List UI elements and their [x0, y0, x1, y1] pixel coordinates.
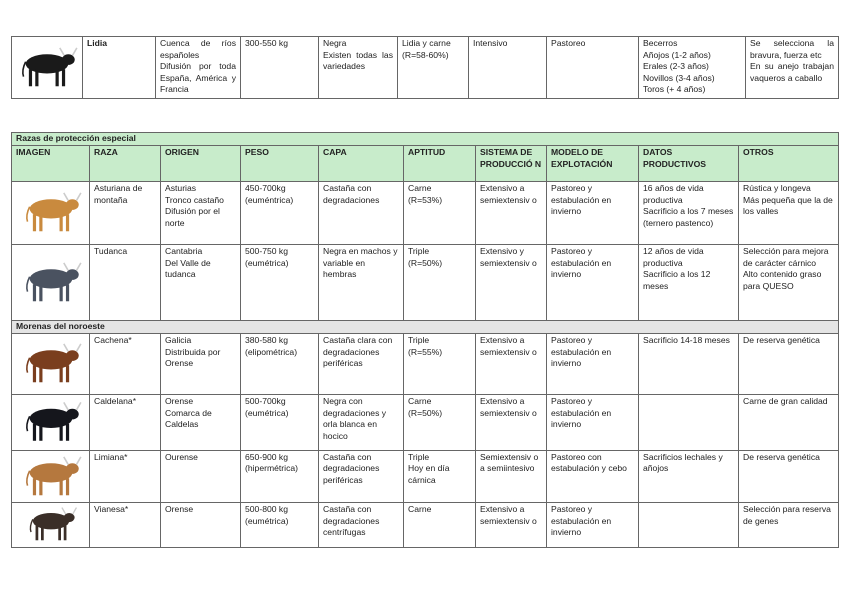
- column-header: RAZA: [89, 145, 161, 182]
- origen-cell: Galicia Distribuida por Orense: [160, 333, 241, 395]
- capa-cell: Castaña clara con degradaciones periféri…: [318, 333, 404, 395]
- section-title-especial: Razas de protección especial: [10, 132, 840, 146]
- otros-cell: Rústica y longeva Más pequeña que la de …: [737, 181, 840, 245]
- sistema-cell: Extensivo a semiextensiv o: [475, 333, 547, 395]
- cow-image: [25, 262, 82, 302]
- peso-cell: 300-550 kg: [240, 36, 319, 99]
- datos-cell: Sacrificio 14-18 meses: [638, 333, 739, 395]
- peso-cell: 650-900 kg (hipermétrica): [240, 449, 319, 503]
- origen-cell: Asturias Tronco castaño Difusión por el …: [160, 181, 241, 245]
- capa-cell: Castaña con degradaciones periféricas: [318, 449, 404, 503]
- peso-cell: 500-750 kg (eumétrica): [240, 244, 319, 321]
- breed-row: Caldelana* Orense Comarca de Caldelas 500-…: [11, 394, 840, 451]
- modelo-cell: Pastoreo y estabulación en invierno: [546, 502, 639, 548]
- origen-cell: Ourense: [160, 449, 241, 503]
- aptitud-cell: Lidia y carne (R=58-60%): [397, 36, 469, 99]
- cow-image: [25, 401, 82, 441]
- origen-cell: Orense Comarca de Caldelas: [160, 394, 241, 451]
- aptitud-cell: Triple (R=55%): [403, 333, 476, 395]
- breed-row: Asturiana de montaña Asturias Tronco cast…: [11, 181, 840, 245]
- modelo-cell: Pastoreo y estabulación en invierno: [546, 333, 639, 395]
- cow-image: [25, 192, 82, 232]
- image-cell: [11, 394, 90, 451]
- origen-cell: Cuenca de ríos españoles Difusión por to…: [155, 36, 241, 99]
- sistema-cell: Extensivo y semiextensiv o: [475, 244, 547, 321]
- otros-cell: De reserva genética: [737, 449, 840, 503]
- raza-cell: Caldelana*: [89, 394, 161, 451]
- lidia-table: Lidia Cuenca de ríos españoles Difusión p…: [11, 36, 839, 99]
- peso-cell: 500-800 kg (eumétrica): [240, 502, 319, 548]
- column-header: ORIGEN: [160, 145, 241, 182]
- capa-cell: Castaña con degradaciones: [318, 181, 404, 245]
- sistema-cell: Extensivo a semiextensiv o: [475, 181, 547, 245]
- cow-image: [29, 507, 77, 541]
- breeds-table: Razas de protección especial IMAGEN RAZA OR…: [10, 132, 840, 548]
- sistema-cell: Extensivo a semiextensiv o: [475, 502, 547, 548]
- cow-image: [22, 47, 78, 87]
- aptitud-cell: Carne: [403, 502, 476, 548]
- datos-cell: 16 años de vida productiva Sacrificio a …: [638, 181, 739, 245]
- aptitud-cell: Carne (R=53%): [403, 181, 476, 245]
- aptitud-cell: Triple Hoy en día cárnica: [403, 449, 476, 503]
- image-cell: [11, 244, 90, 321]
- column-header: PESO: [240, 145, 319, 182]
- sistema-cell: Semiextensiv o a semiintesivo: [475, 449, 547, 503]
- column-header: DATOS PRODUCTIVOS: [638, 145, 739, 182]
- column-header: OTROS: [737, 145, 840, 182]
- breed-row: Tudanca Cantabria Del Valle de tudanca 500…: [11, 244, 840, 321]
- breed-row: Cachena* Galicia Distribuida por Orense 38…: [11, 333, 840, 395]
- otros-cell: Carne de gran calidad: [737, 394, 840, 451]
- column-header: IMAGEN: [11, 145, 90, 182]
- raza-cell: Vianesa*: [89, 502, 161, 548]
- otros-cell: De reserva genética: [737, 333, 840, 395]
- modelo-cell: Pastoreo y estabulación en invierno: [546, 181, 639, 245]
- raza-cell: Limiana*: [89, 449, 161, 503]
- otros-cell: Selección para mejora de carácter cárnic…: [737, 244, 840, 321]
- modelo-cell: Pastoreo: [546, 36, 639, 99]
- column-header: CAPA: [318, 145, 404, 182]
- raza-cell: Cachena*: [89, 333, 161, 395]
- datos-cell: [638, 394, 739, 451]
- capa-cell: Castaña con degradaciones centrífugas: [318, 502, 404, 548]
- peso-cell: 450-700kg (euméntrica): [240, 181, 319, 245]
- breed-row-lidia: Lidia Cuenca de ríos españoles Difusión p…: [11, 36, 839, 99]
- capa-cell: Negra en machos y variable en hembras: [318, 244, 404, 321]
- breed-row: Limiana* Ourense 650-900 kg (hipermétrica)…: [11, 449, 840, 503]
- capa-cell: Negra con degradaciones y orla blanca en…: [318, 394, 404, 451]
- sistema-cell: Extensivo a semiextensiv o: [475, 394, 547, 451]
- aptitud-cell: Carne (R=50%): [403, 394, 476, 451]
- column-header: APTITUD: [403, 145, 476, 182]
- origen-cell: Orense: [160, 502, 241, 548]
- raza-cell: Lidia: [82, 36, 156, 99]
- header-row: IMAGEN RAZA ORIGEN PESO CAPA APTITUD SISTEMA D…: [11, 145, 840, 182]
- datos-cell: Becerros Añojos (1-2 años) Erales (2-3 a…: [638, 36, 746, 99]
- image-cell: [11, 502, 90, 548]
- modelo-cell: Pastoreo y estabulación en invierno: [546, 394, 639, 451]
- peso-cell: 380-580 kg (elipométrica): [240, 333, 319, 395]
- image-cell: [11, 181, 90, 245]
- cow-image: [25, 343, 82, 383]
- datos-cell: Sacrificios lechales y añojos: [638, 449, 739, 503]
- otros-cell: Se selecciona la bravura, fuerza etc En …: [745, 36, 839, 99]
- datos-cell: 12 años de vida productiva Sacrificio a …: [638, 244, 739, 321]
- modelo-cell: Pastoreo y estabulación en invierno: [546, 244, 639, 321]
- cow-image: [25, 455, 82, 495]
- origen-cell: Cantabria Del Valle de tudanca: [160, 244, 241, 321]
- raza-cell: Tudanca: [89, 244, 161, 321]
- image-cell: [11, 36, 83, 99]
- column-header: MODELO DE EXPLOTACIÓN: [546, 145, 639, 182]
- aptitud-cell: Triple (R=50%): [403, 244, 476, 321]
- datos-cell: [638, 502, 739, 548]
- column-header: SISTEMA DE PRODUCCIÓ N: [475, 145, 547, 182]
- otros-cell: Selección para reserva de genes: [737, 502, 840, 548]
- raza-cell: Asturiana de montaña: [89, 181, 161, 245]
- section-title-morenas: Morenas del noroeste: [10, 320, 840, 334]
- breed-row: Vianesa* Orense 500-800 kg (eumétrica) Cast…: [11, 502, 840, 548]
- image-cell: [11, 449, 90, 503]
- modelo-cell: Pastoreo con estabulación y cebo: [546, 449, 639, 503]
- image-cell: [11, 333, 90, 395]
- sistema-cell: Intensivo: [468, 36, 547, 99]
- peso-cell: 500-700kg (eumétrica): [240, 394, 319, 451]
- capa-cell: Negra Existen todas las variedades: [318, 36, 398, 99]
